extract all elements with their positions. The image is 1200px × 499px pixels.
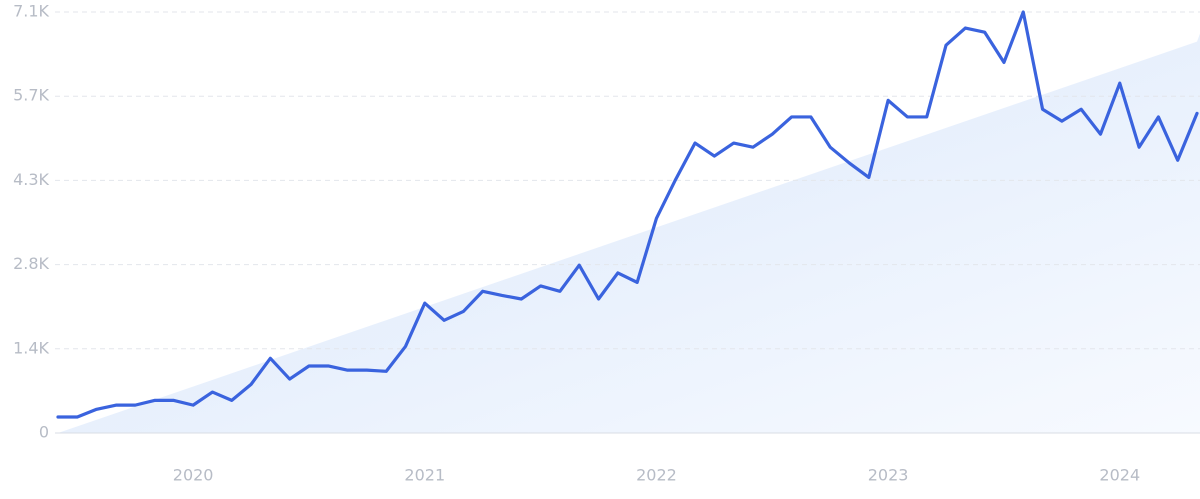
trend-area <box>58 33 1200 433</box>
y-tick-label: 5.7K <box>13 86 49 105</box>
x-tick-label: 2022 <box>636 466 677 485</box>
y-tick-label: 4.3K <box>13 170 49 189</box>
data-line <box>56 10 1199 419</box>
x-tick-label: 2021 <box>404 466 445 485</box>
x-tick-label: 2023 <box>868 466 909 485</box>
x-tick-label: 2024 <box>1099 466 1140 485</box>
y-tick-label: 2.8K <box>13 254 49 273</box>
y-tick-label: 0 <box>39 423 49 442</box>
y-tick-label: 7.1K <box>13 2 49 21</box>
x-tick-label: 2020 <box>173 466 214 485</box>
y-tick-label: 1.4K <box>13 338 49 357</box>
